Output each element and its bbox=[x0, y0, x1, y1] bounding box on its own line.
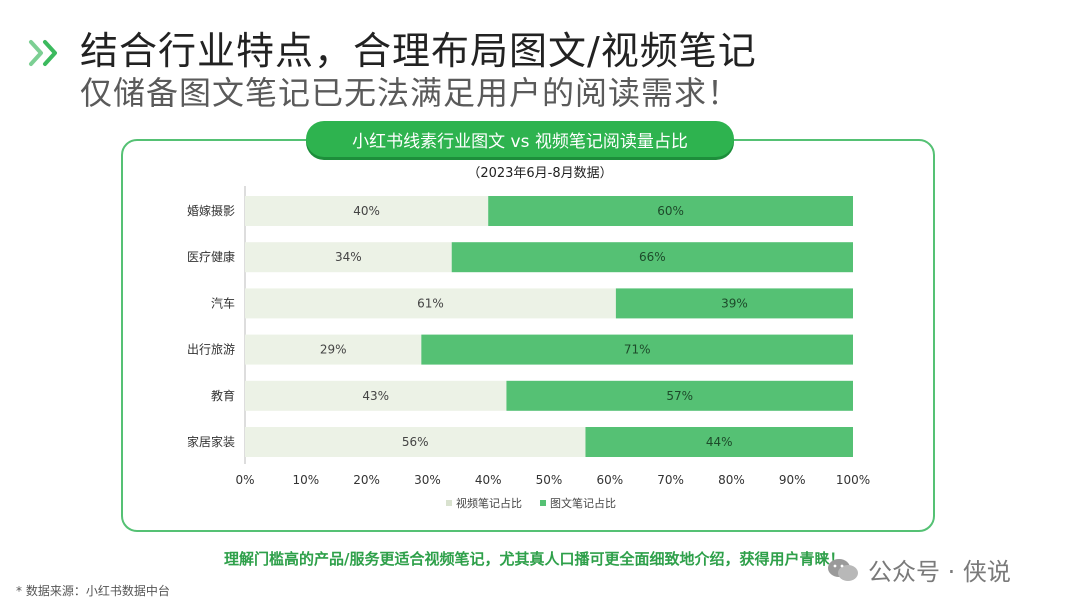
chart-subtitle: （2023年6月-8月数据） bbox=[467, 166, 613, 181]
video-share-bar bbox=[245, 334, 422, 365]
x-tick-label: 70% bbox=[657, 473, 684, 487]
legend-label: 视频笔记占比 bbox=[456, 496, 522, 510]
chart-title: 小红书线素行业图文 vs 视频笔记阅读量占比 bbox=[306, 121, 734, 157]
data-source-note: * 数据来源：小红书数据中台 bbox=[16, 584, 170, 598]
watermark: 公众号 · 侠说 bbox=[826, 552, 1011, 587]
wechat-icon bbox=[828, 558, 858, 581]
category-label: 医疗健康 bbox=[187, 249, 235, 264]
double-chevron-icon bbox=[29, 40, 57, 66]
video-share-bar bbox=[245, 288, 616, 319]
video-share-bar bbox=[245, 427, 586, 457]
image-text-share-bar bbox=[451, 242, 853, 273]
category-label: 出行旅游 bbox=[187, 343, 235, 357]
video-share-bar bbox=[245, 380, 507, 411]
bar-value-label: 39% bbox=[721, 296, 748, 310]
bar-value-label: 56% bbox=[402, 435, 429, 449]
image-text-share-bar bbox=[506, 380, 853, 411]
category-label: 家居家装 bbox=[187, 434, 235, 449]
x-tick-label: 40% bbox=[475, 473, 502, 487]
bar-value-label: 40% bbox=[353, 204, 380, 218]
image-text-share-bar bbox=[615, 288, 853, 319]
bar-value-label: 71% bbox=[624, 343, 651, 357]
x-tick-label: 20% bbox=[353, 473, 380, 487]
legend-swatch-image-text bbox=[540, 500, 546, 506]
bar-value-label: 66% bbox=[639, 250, 666, 264]
x-tick-label: 50% bbox=[536, 473, 563, 487]
bar-value-label: 61% bbox=[417, 296, 444, 310]
bar-value-label: 57% bbox=[666, 389, 693, 403]
legend-label: 图文笔记占比 bbox=[550, 496, 616, 510]
x-tick-label: 10% bbox=[292, 473, 319, 487]
x-tick-label: 90% bbox=[779, 473, 806, 487]
bar-value-label: 60% bbox=[657, 204, 684, 218]
bar-value-label: 34% bbox=[335, 250, 362, 264]
footer-tagline: 理解门槛高的产品/服务更适合视频笔记，尤其真人口播可更全面细致地介绍，获得用户青… bbox=[224, 550, 845, 568]
image-text-share-bar bbox=[488, 196, 853, 226]
bar-value-label: 44% bbox=[706, 435, 733, 449]
video-share-bar bbox=[245, 242, 452, 273]
bar-value-label: 29% bbox=[320, 343, 347, 357]
video-share-bar bbox=[245, 196, 489, 226]
x-tick-label: 0% bbox=[235, 473, 254, 487]
category-label: 汽车 bbox=[211, 295, 235, 310]
page-subtitle: 仅储备图文笔记已无法满足用户的阅读需求！ bbox=[80, 74, 741, 112]
legend-swatch-video bbox=[446, 500, 452, 506]
category-label: 教育 bbox=[211, 388, 235, 403]
x-tick-label: 80% bbox=[718, 473, 745, 487]
category-label: 婚嫁摄影 bbox=[187, 203, 235, 218]
image-text-share-bar bbox=[585, 427, 853, 457]
bar-value-label: 43% bbox=[362, 389, 389, 403]
page-title: 结合行业特点，合理布局图文/视频笔记 bbox=[80, 29, 757, 73]
x-tick-label: 60% bbox=[596, 473, 623, 487]
x-tick-label: 100% bbox=[836, 473, 870, 487]
x-tick-label: 30% bbox=[414, 473, 441, 487]
watermark-text: 公众号 · 侠说 bbox=[868, 558, 1011, 586]
image-text-share-bar bbox=[421, 334, 853, 365]
